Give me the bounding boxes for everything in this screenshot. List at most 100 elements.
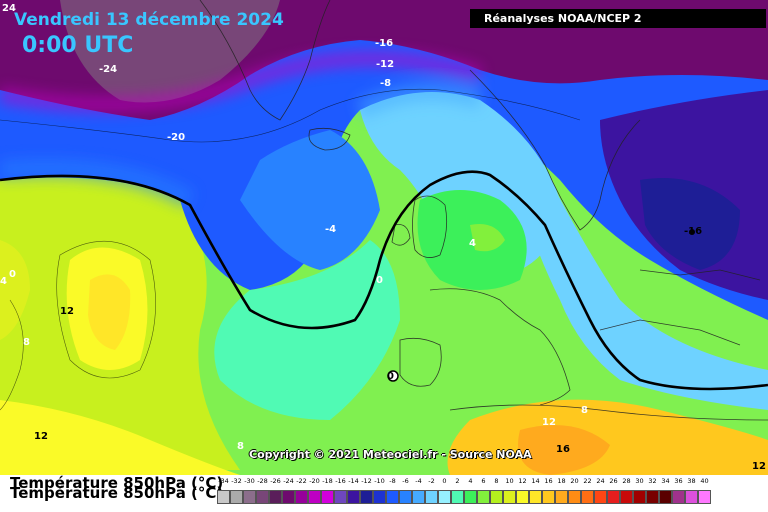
isotherm-label: 12 — [752, 461, 766, 472]
legend-swatch — [594, 490, 607, 504]
isotherm-label: 8 — [237, 441, 244, 452]
legend-swatch — [373, 490, 386, 504]
legend-swatch — [360, 490, 373, 504]
forecast-date: Vendredi 13 décembre 2024 — [14, 10, 284, 30]
legend-tick-label: 20 — [570, 477, 579, 485]
legend-swatch — [295, 490, 308, 504]
isotherm-label: 12 — [542, 417, 556, 428]
legend-swatch — [568, 490, 581, 504]
legend-tick-label: -6 — [402, 477, 409, 485]
legend-tick-label: 8 — [494, 477, 499, 485]
variable-label-echo: Température 850hPa (°C) — [10, 484, 224, 502]
legend-tick-label: 38 — [687, 477, 696, 485]
legend-tick-label: 26 — [609, 477, 618, 485]
legend-swatch — [503, 490, 516, 504]
legend-tick-label: 10 — [505, 477, 514, 485]
legend-tick-label: 16 — [544, 477, 553, 485]
legend-tick-label: 28 — [622, 477, 631, 485]
legend-tick-label: -24 — [283, 477, 294, 485]
legend-swatch — [321, 490, 334, 504]
legend-swatch — [659, 490, 672, 504]
legend-tick-label: 18 — [557, 477, 566, 485]
isotherm-label: -4 — [325, 224, 337, 235]
legend-tick-label: 22 — [583, 477, 592, 485]
legend-tick-label: -4 — [415, 477, 422, 485]
isotherm-label: 16 — [556, 444, 570, 455]
legend-swatch — [529, 490, 542, 504]
legend-tick-label: -16 — [335, 477, 346, 485]
isotherm-label: 12 — [34, 431, 48, 442]
legend-swatch — [256, 490, 269, 504]
legend-tick-label: 4 — [468, 477, 473, 485]
legend-tick-label: 24 — [596, 477, 605, 485]
legend-swatch — [412, 490, 425, 504]
legend-swatch-row — [217, 490, 711, 504]
isotherm-label: 0 — [9, 269, 16, 280]
legend-swatch — [386, 490, 399, 504]
legend-swatch — [217, 490, 230, 504]
legend-tick-label: -20 — [309, 477, 320, 485]
legend-tick-label: -8 — [389, 477, 396, 485]
legend-swatch — [581, 490, 594, 504]
legend-tick-label: 40 — [700, 477, 709, 485]
legend-tick-label: -34 — [218, 477, 229, 485]
legend-tick-label: 14 — [531, 477, 540, 485]
variable-label: Température 850hPa (°C) — [10, 474, 224, 492]
isotherm-label: 0 — [387, 371, 394, 382]
legend-swatch — [620, 490, 633, 504]
legend-tick-label: 30 — [635, 477, 644, 485]
isotherm-label: -24 — [99, 64, 118, 75]
legend-swatch — [308, 490, 321, 504]
legend-swatch — [269, 490, 282, 504]
forecast-time: 0:00 UTC — [22, 33, 134, 58]
legend-swatch — [633, 490, 646, 504]
legend-tick-label: 34 — [661, 477, 670, 485]
legend-tick-label: -32 — [231, 477, 242, 485]
legend-swatch — [347, 490, 360, 504]
legend-tick-label: 36 — [674, 477, 683, 485]
isotherm-label: -12 — [376, 59, 395, 70]
isotherm-label: 8 — [581, 405, 588, 416]
legend-swatch — [451, 490, 464, 504]
legend-tick-label: -18 — [322, 477, 333, 485]
temperature-gradient — [0, 50, 483, 208]
legend-tick-label: -28 — [257, 477, 268, 485]
legend-tick-label: -22 — [296, 477, 307, 485]
legend-swatch — [542, 490, 555, 504]
legend-swatch — [399, 490, 412, 504]
isotherms — [0, 88, 768, 411]
isotherm-label: 8 — [23, 337, 30, 348]
legend-tick-label: -30 — [244, 477, 255, 485]
legend-swatch — [477, 490, 490, 504]
legend-tick-label: 12 — [518, 477, 527, 485]
legend-swatch — [230, 490, 243, 504]
source-label: Réanalyses NOAA/NCEP 2 — [470, 9, 766, 28]
isotherm-label: 24 — [2, 3, 16, 14]
legend-swatch — [464, 490, 477, 504]
isotherm-label: 0 — [376, 275, 383, 286]
legend-swatch — [698, 490, 711, 504]
legend-swatch — [490, 490, 503, 504]
station-marker — [689, 229, 695, 235]
legend-tick-label: -10 — [374, 477, 385, 485]
legend-swatch — [425, 490, 438, 504]
coastlines — [199, 0, 768, 421]
isotherm-label: 12 — [60, 306, 74, 317]
legend-tick-label: 0 — [442, 477, 447, 485]
station-marker — [387, 370, 399, 382]
legend-swatch — [685, 490, 698, 504]
legend-swatch — [334, 490, 347, 504]
legend-swatch — [555, 490, 568, 504]
legend-tick-label: -12 — [361, 477, 372, 485]
legend-swatch — [646, 490, 659, 504]
legend-swatch — [607, 490, 620, 504]
temperature-legend: -34 -32 -30 -28 -26 -24 -22 -20 -18 -16 -14 -12 -10-… — [217, 477, 711, 504]
legend-swatch — [516, 490, 529, 504]
legend-swatch — [282, 490, 295, 504]
legend-tick-row: -34 -32 -30 -28 -26 -24 -22 -20 -18 -16 -14 -12 -10-… — [217, 477, 711, 488]
isotherm-label: 4 — [0, 276, 7, 287]
legend-tick-label: 6 — [481, 477, 486, 485]
isotherm-label: -16 — [684, 226, 703, 237]
